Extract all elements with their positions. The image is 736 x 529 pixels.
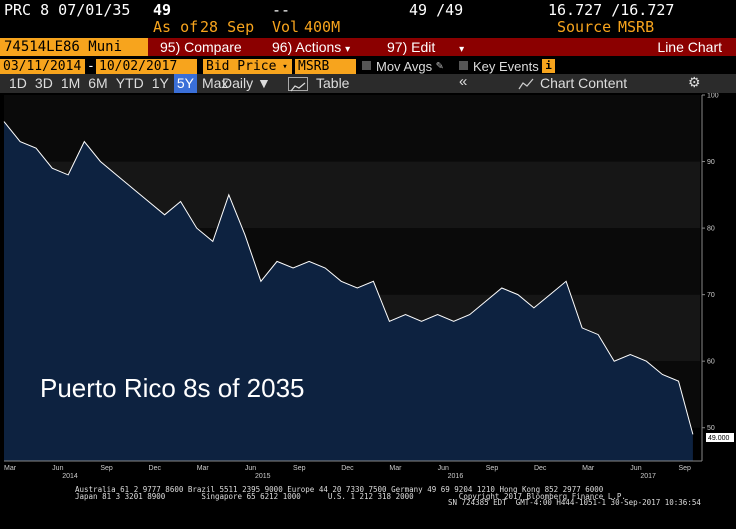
end-date-field[interactable]: 10/02/2017: [96, 59, 197, 75]
period-1d[interactable]: 1D: [9, 75, 27, 91]
last-price: 49: [153, 1, 172, 19]
view-type-button[interactable]: Line Chart: [464, 38, 736, 56]
security-name: PRC 8 07/01/35: [4, 1, 131, 19]
date-separator: -: [87, 59, 95, 74]
field-select[interactable]: Bid Price: [203, 59, 278, 75]
x-tick-label: Mar: [197, 465, 210, 472]
x-tick-label: Dec: [341, 465, 354, 472]
footer-session: SN 724385 EDT GMT-4:00 H444-1051-1 30-Se…: [448, 498, 701, 507]
source-field[interactable]: MSRB: [295, 59, 356, 75]
pencil-icon[interactable]: ✎: [436, 58, 444, 72]
mov-avgs-checkbox[interactable]: [362, 61, 371, 70]
view-type-label: Line Chart: [657, 39, 722, 55]
chart-annotation: Puerto Rico 8s of 2035: [40, 373, 305, 403]
ticker-field[interactable]: 74514LE86 Muni: [0, 38, 150, 56]
key-events-label: Key Events: [473, 59, 539, 74]
actions-button[interactable]: 96) Actions ▾: [260, 38, 366, 56]
x-tick-label: Jun: [52, 465, 63, 472]
price-range: 49 /49: [409, 1, 464, 19]
caret-down-icon: ▾: [345, 44, 351, 55]
period-buttons: 1D 3D 1M 6M YTD 1Y 5Y Max: [6, 74, 233, 93]
x-year-label: 2016: [448, 473, 464, 480]
last-value-label: 49.000: [708, 435, 730, 442]
x-tick-label: Jun: [630, 465, 641, 472]
x-tick-label: Jun: [245, 465, 256, 472]
grid-band: [4, 95, 700, 162]
footer-contacts-2: Japan 81 3 3201 8900 Singapore 65 6212 1…: [75, 492, 626, 501]
field-dropdown-icon[interactable]: ▾: [278, 59, 292, 75]
period-max[interactable]: Max: [201, 75, 229, 91]
period-1y[interactable]: 1Y: [151, 75, 169, 91]
table-button[interactable]: Table: [316, 75, 350, 91]
x-tick-label: Sep: [100, 465, 113, 472]
as-of-date: 28 Sep: [200, 18, 255, 36]
price-area: [4, 121, 693, 461]
last-value-box: [706, 433, 734, 442]
collapse-icon[interactable]: «: [459, 73, 468, 90]
x-tick-label: Sep: [678, 465, 691, 472]
period-5y[interactable]: 5Y: [173, 74, 197, 93]
edit-label: 97) Edit: [387, 39, 436, 55]
x-year-label: 2017: [640, 473, 656, 480]
price-line: [3, 121, 694, 435]
period-1m[interactable]: 1M: [60, 75, 81, 91]
actions-label: 96) Actions: [272, 39, 342, 55]
x-tick-label: Mar: [582, 465, 595, 472]
footer-contacts-1: Australia 61 2 9777 8600 Brazil 5511 239…: [75, 485, 604, 494]
frequency-label: Daily: [222, 75, 254, 91]
period-6m[interactable]: 6M: [88, 75, 108, 91]
price-chart[interactable]: 50 60 70 80 90 100 Mar Jun Sep Dec Mar Jun Sep Dec Ma…: [0, 93, 736, 485]
compare-label: 95) Compare: [160, 39, 242, 55]
bid-ask: 16.727 /16.727: [548, 1, 675, 19]
source-label: Source: [557, 18, 612, 36]
caret-down-icon: ▼: [257, 75, 271, 91]
chart-content-icon: [518, 76, 534, 90]
x-year-label: 2015: [255, 473, 271, 480]
volume-value: 400M: [304, 18, 341, 36]
y-tick-label: 60: [707, 359, 715, 366]
as-of-label: As of: [153, 18, 199, 36]
gear-icon[interactable]: ⚙: [688, 74, 701, 90]
x-tick-label: Mar: [389, 465, 402, 472]
ticker-text: 74514LE86 Muni: [4, 39, 123, 55]
x-tick-label: Sep: [293, 465, 306, 472]
compare-button[interactable]: 95) Compare: [148, 38, 266, 56]
caret-down-icon: ▾: [459, 44, 465, 55]
y-tick-label: 100: [707, 93, 719, 100]
edit-button[interactable]: 97) Edit ▾: [359, 38, 485, 56]
chart-content-label[interactable]: Chart Content: [540, 75, 628, 91]
volume-label: Vol: [272, 18, 300, 36]
line-chart-icon[interactable]: [288, 77, 308, 92]
mov-avgs-label: Mov Avgs: [376, 59, 433, 74]
price-change: --: [272, 1, 291, 19]
y-tick-label: 70: [707, 292, 715, 299]
frequency-select[interactable]: Daily ▼: [222, 74, 271, 92]
field-label: Bid Price: [206, 59, 277, 74]
start-date-field[interactable]: 03/11/2014: [0, 59, 85, 75]
info-icon[interactable]: i: [542, 59, 555, 73]
source-value: MSRB: [618, 18, 655, 36]
y-tick-label: 50: [707, 425, 715, 432]
x-tick-label: Mar: [4, 465, 17, 472]
y-tick-label: 90: [707, 159, 715, 166]
key-events-checkbox[interactable]: [459, 61, 468, 70]
period-3d[interactable]: 3D: [34, 75, 53, 91]
x-tick-label: Dec: [534, 465, 547, 472]
x-tick-label: Dec: [149, 465, 162, 472]
x-tick-label: Sep: [486, 465, 499, 472]
period-ytd[interactable]: YTD: [115, 75, 144, 91]
x-year-label: 2014: [62, 473, 78, 480]
x-tick-label: Jun: [438, 465, 449, 472]
y-tick-label: 80: [707, 226, 715, 233]
